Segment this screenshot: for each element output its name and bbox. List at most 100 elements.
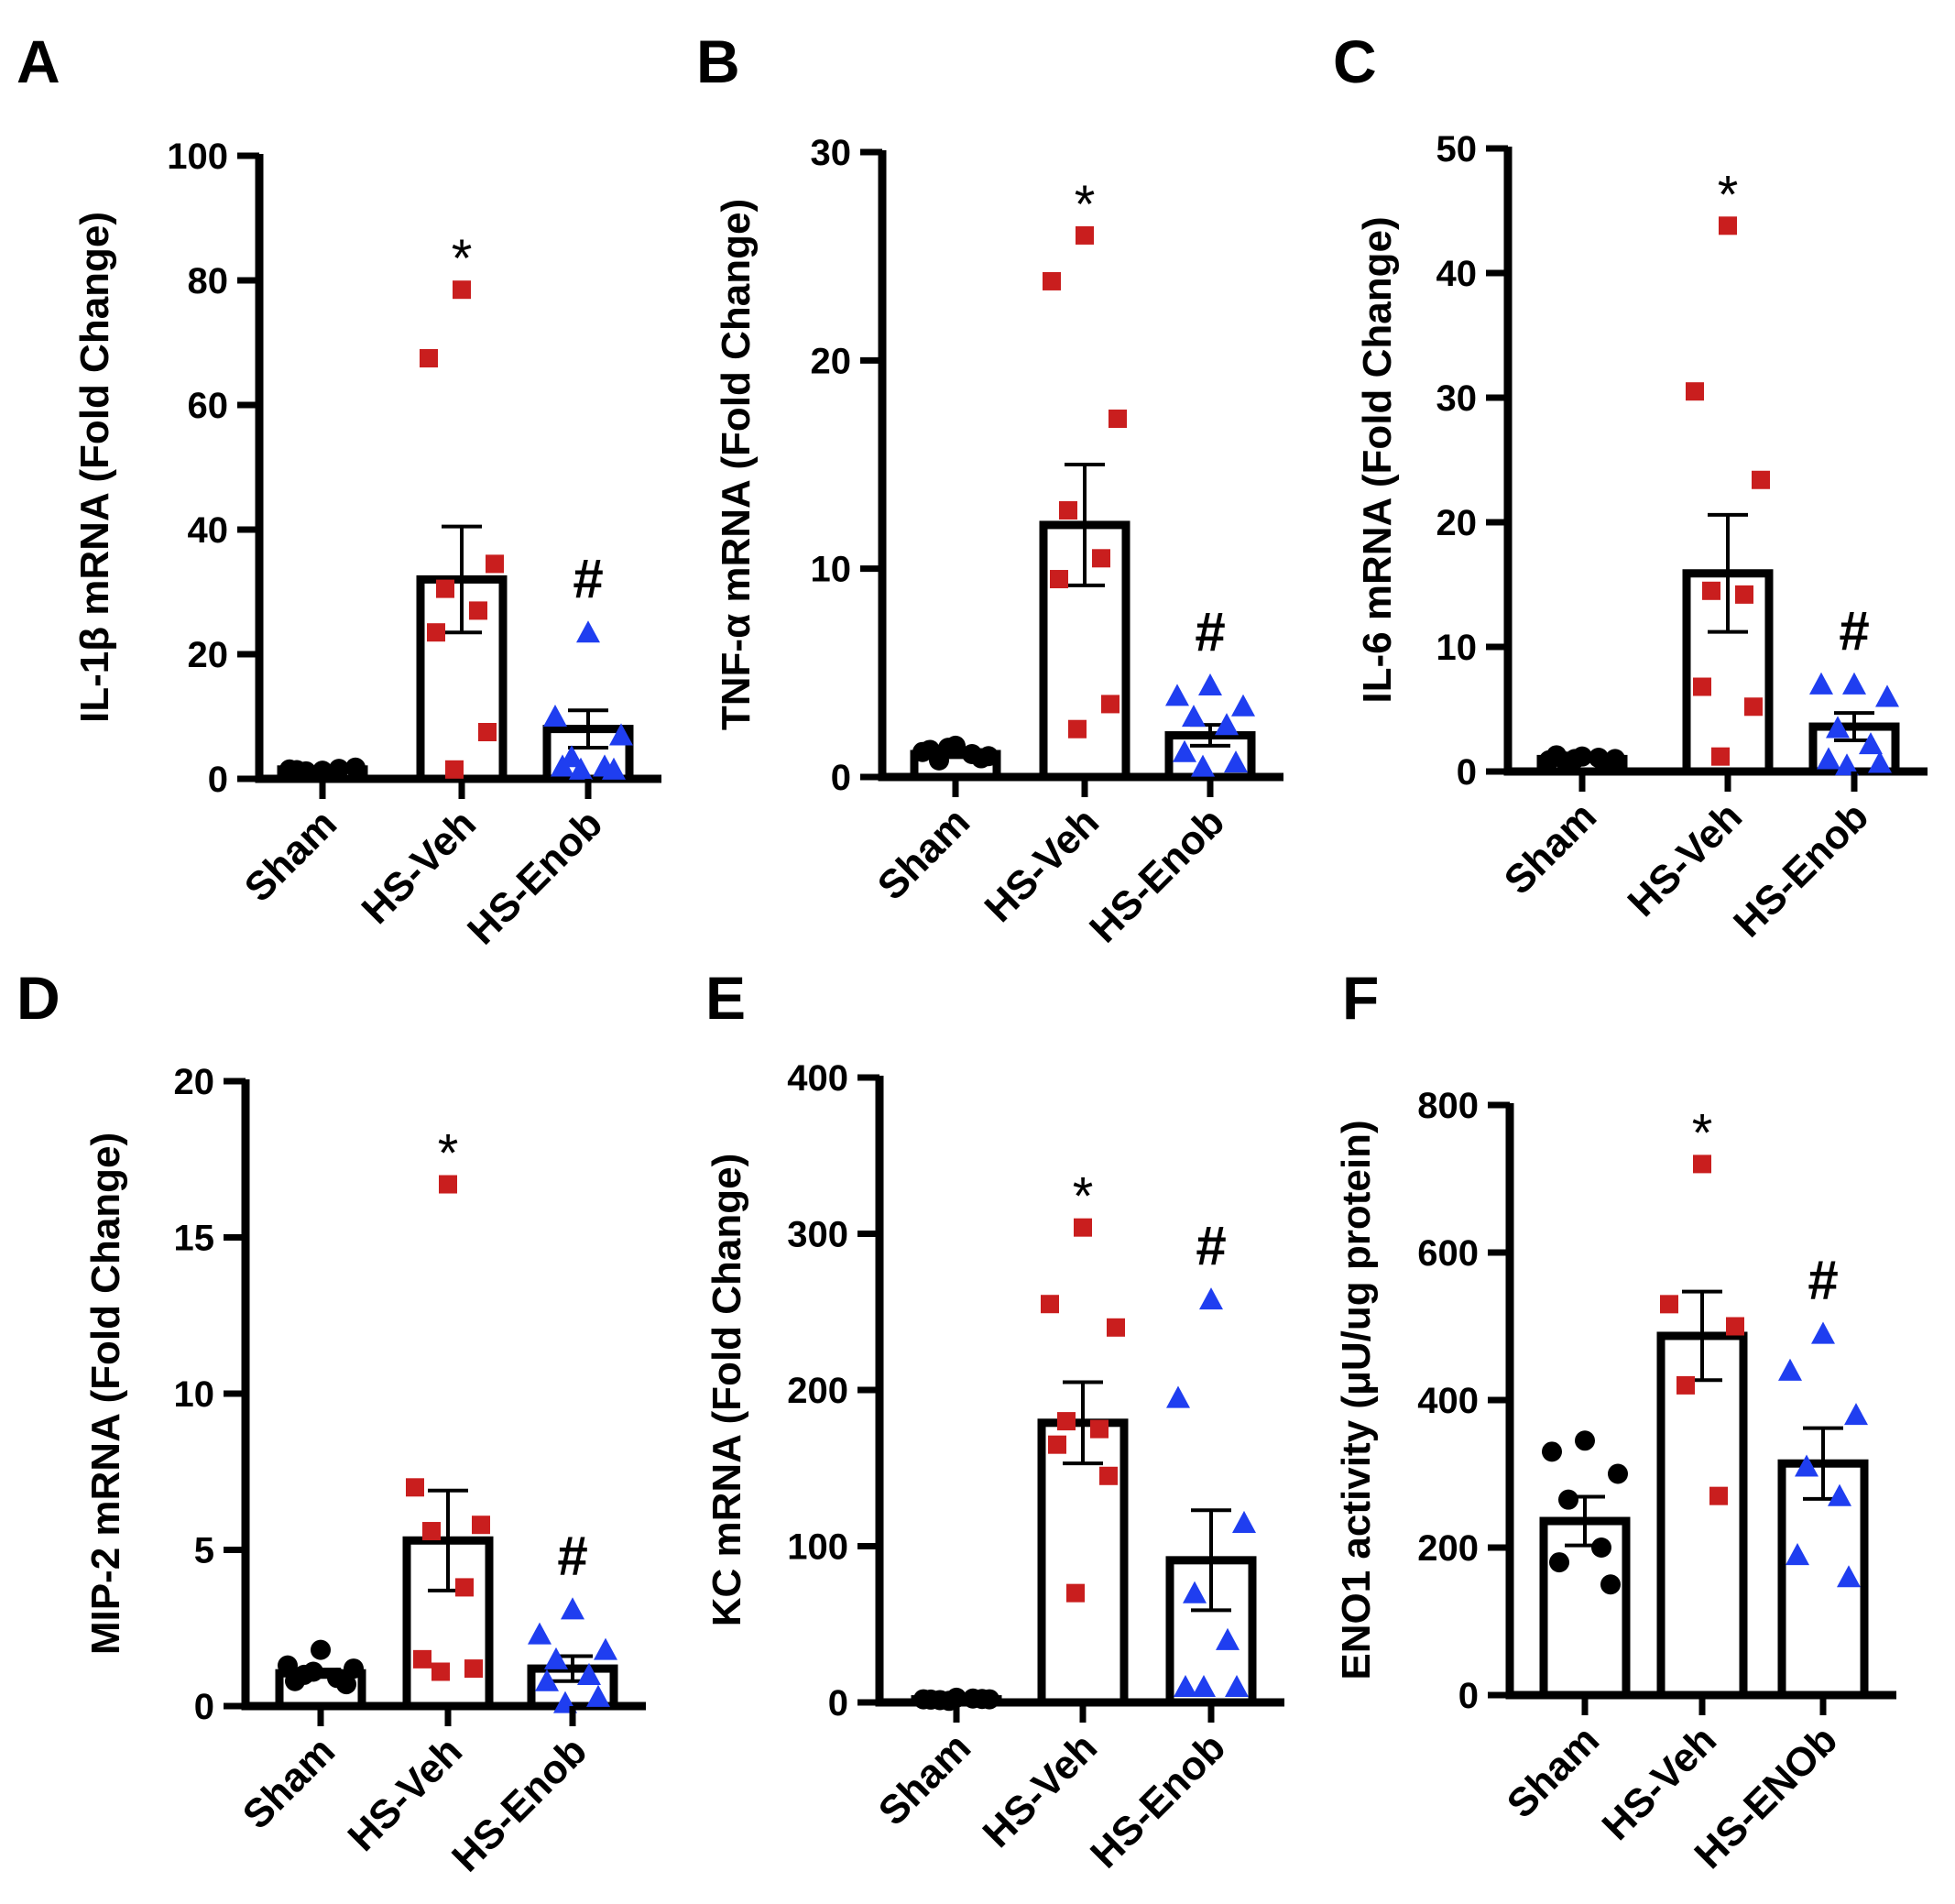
data-point-f-sham xyxy=(1542,1441,1562,1462)
data-point-f-hs-enob xyxy=(1844,1403,1868,1426)
data-point-c-hs-enob xyxy=(1826,716,1850,739)
data-point-d-hs-veh xyxy=(464,1659,483,1679)
category-label-b: HS-Veh xyxy=(976,799,1108,931)
data-point-e-hs-enob xyxy=(1183,1581,1207,1603)
data-point-b-hs-veh xyxy=(1043,271,1061,290)
data-point-f-hs-veh xyxy=(1709,1486,1728,1505)
data-point-e-hs-veh xyxy=(1107,1318,1125,1337)
category-label-c: Sham xyxy=(1496,793,1605,903)
data-point-a-hs-veh xyxy=(420,349,438,367)
data-point-d-sham xyxy=(311,1639,331,1660)
data-point-d-hs-veh xyxy=(439,1175,457,1194)
data-point-d-hs-enob xyxy=(561,1597,584,1620)
data-point-e-sham xyxy=(921,1689,941,1710)
data-point-b-hs-enob xyxy=(1198,673,1222,696)
data-point-e-hs-enob xyxy=(1174,1674,1197,1697)
y-tick-label-d: 20 xyxy=(174,1062,215,1102)
y-tick-label-f: 0 xyxy=(1458,1676,1479,1716)
y-tick-label-b: 30 xyxy=(811,133,852,173)
bar-f-hs-veh xyxy=(1656,1331,1748,1700)
data-point-c-hs-enob xyxy=(1868,750,1892,773)
y-tick-label-e: 400 xyxy=(787,1058,848,1099)
y-tick-label-f: 200 xyxy=(1417,1528,1479,1569)
data-point-b-hs-enob xyxy=(1231,694,1255,717)
panel-letter-a: A xyxy=(16,27,60,95)
y-tick-label-a: 20 xyxy=(188,635,229,675)
y-tick-label-c: 30 xyxy=(1436,378,1478,419)
data-point-f-hs-enob xyxy=(1837,1565,1861,1588)
significance-hash-c: # xyxy=(1839,600,1869,662)
panel-letter-b: B xyxy=(696,27,740,95)
data-point-e-hs-veh xyxy=(1041,1295,1059,1314)
data-point-b-hs-veh xyxy=(1059,501,1077,520)
data-point-b-hs-veh xyxy=(1101,695,1119,714)
data-point-c-hs-veh xyxy=(1744,697,1763,717)
data-point-b-hs-veh xyxy=(1068,719,1087,739)
significance-hash-b: # xyxy=(1195,601,1225,662)
data-point-a-hs-veh xyxy=(453,280,471,300)
data-point-f-hs-veh xyxy=(1726,1317,1744,1336)
y-tick-label-f: 600 xyxy=(1417,1233,1479,1274)
data-point-c-hs-veh xyxy=(1752,470,1770,489)
data-point-e-hs-veh xyxy=(1057,1412,1076,1431)
y-tick-label-a: 100 xyxy=(167,137,228,177)
significance-star-c: * xyxy=(1718,165,1739,224)
category-label-e: HS-Veh xyxy=(974,1724,1106,1856)
data-point-e-hs-enob xyxy=(1225,1674,1249,1697)
data-point-d-hs-enob xyxy=(586,1684,610,1707)
y-tick-label-c: 0 xyxy=(1457,752,1477,793)
panel-letter-c: C xyxy=(1333,27,1377,95)
data-point-a-hs-veh xyxy=(469,601,487,620)
data-point-b-sham xyxy=(971,748,991,769)
y-tick-label-c: 50 xyxy=(1436,129,1478,170)
y-tick-label-c: 40 xyxy=(1436,254,1478,294)
category-label-b: Sham xyxy=(869,799,978,908)
data-point-c-hs-enob xyxy=(1842,672,1866,695)
data-point-e-hs-veh xyxy=(1048,1435,1066,1454)
data-point-c-sham xyxy=(1546,745,1567,766)
y-tick-label-f: 400 xyxy=(1417,1381,1479,1421)
data-point-d-hs-enob xyxy=(535,1669,559,1691)
data-point-a-hs-veh xyxy=(436,579,454,598)
y-tick-label-e: 300 xyxy=(787,1215,848,1255)
data-point-e-hs-enob xyxy=(1166,1385,1190,1408)
data-point-d-hs-enob xyxy=(577,1662,601,1685)
data-point-e-hs-enob xyxy=(1192,1674,1216,1697)
data-point-d-sham xyxy=(278,1655,298,1676)
category-label-a: HS-Enob xyxy=(459,801,611,953)
data-point-c-hs-veh xyxy=(1686,382,1704,401)
data-point-a-sham xyxy=(345,757,366,778)
category-label-e: Sham xyxy=(870,1724,979,1833)
data-point-d-sham xyxy=(344,1658,364,1680)
y-axis-title-c: IL-6 mRNA (Fold Change) xyxy=(1355,216,1400,703)
data-point-a-hs-veh xyxy=(486,554,504,574)
significance-hash-d: # xyxy=(557,1525,587,1586)
significance-hash-f: # xyxy=(1808,1250,1838,1311)
category-label-b: HS-Enob xyxy=(1081,799,1233,951)
data-point-c-hs-veh xyxy=(1735,585,1753,604)
data-point-d-sham xyxy=(285,1670,305,1691)
data-point-d-hs-veh xyxy=(431,1662,450,1681)
y-tick-label-b: 10 xyxy=(811,550,852,590)
category-label-e: HS-Enob xyxy=(1082,1724,1234,1877)
data-point-b-sham xyxy=(920,739,940,761)
data-point-b-sham xyxy=(938,738,958,759)
y-tick-label-a: 80 xyxy=(188,261,229,301)
data-point-b-hs-veh xyxy=(1050,570,1068,589)
data-point-b-hs-veh xyxy=(1092,549,1110,568)
significance-star-a: * xyxy=(452,229,473,289)
y-tick-label-d: 0 xyxy=(194,1687,214,1727)
data-point-b-hs-enob xyxy=(1165,684,1189,706)
data-point-e-hs-enob xyxy=(1199,1287,1223,1310)
y-tick-label-d: 5 xyxy=(194,1531,214,1571)
data-point-f-sham xyxy=(1600,1574,1621,1595)
category-label-a: Sham xyxy=(236,801,345,910)
data-point-b-hs-enob xyxy=(1224,750,1248,773)
category-label-c: HS-Veh xyxy=(1619,793,1751,925)
significance-hash-a: # xyxy=(573,548,603,609)
data-point-d-hs-veh xyxy=(455,1578,474,1597)
data-point-c-sham xyxy=(1598,752,1618,773)
category-label-c: HS-Enob xyxy=(1725,793,1877,946)
significance-star-b: * xyxy=(1075,175,1096,235)
y-axis-title-b: TNF-α mRNA (Fold Change) xyxy=(714,199,759,730)
